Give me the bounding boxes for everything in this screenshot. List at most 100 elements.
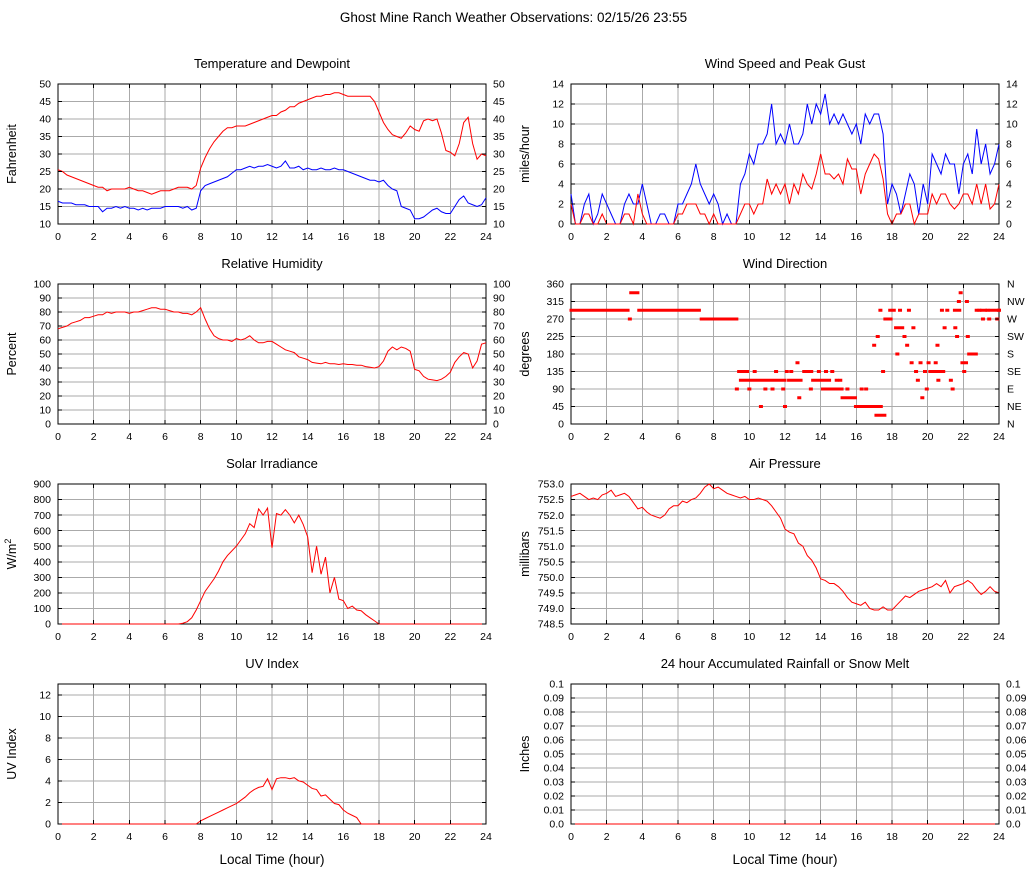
svg-text:18: 18 — [886, 831, 898, 843]
svg-text:14: 14 — [552, 79, 564, 91]
svg-text:80: 80 — [493, 307, 505, 319]
svg-text:40: 40 — [39, 363, 51, 375]
svg-text:20: 20 — [493, 184, 505, 196]
svg-text:Solar Irradiance: Solar Irradiance — [226, 456, 318, 471]
svg-text:16: 16 — [850, 231, 862, 243]
svg-text:4: 4 — [1006, 179, 1012, 191]
svg-text:0.1: 0.1 — [1006, 679, 1021, 691]
svg-text:10: 10 — [39, 219, 51, 231]
svg-text:2: 2 — [91, 431, 97, 443]
svg-text:2: 2 — [604, 631, 610, 643]
svg-text:700: 700 — [33, 510, 51, 522]
svg-text:2: 2 — [91, 231, 97, 243]
chart-temperature-dewpoint: Temperature and Dewpoint 10 10 15 15 20 20 25 25… — [0, 44, 513, 244]
svg-text:20: 20 — [409, 831, 421, 843]
svg-text:24 hour Accumulated Rainfall o: 24 hour Accumulated Rainfall or Snow Mel… — [661, 656, 910, 671]
svg-text:20: 20 — [409, 431, 421, 443]
svg-text:45: 45 — [493, 96, 505, 108]
svg-text:20: 20 — [39, 391, 51, 403]
svg-text:12: 12 — [39, 689, 51, 701]
svg-text:0: 0 — [558, 219, 564, 231]
svg-text:2: 2 — [1006, 199, 1012, 211]
svg-text:400: 400 — [33, 556, 51, 568]
svg-text:24: 24 — [480, 431, 492, 443]
svg-text:10: 10 — [493, 219, 505, 231]
svg-text:8: 8 — [711, 231, 717, 243]
svg-text:10: 10 — [230, 631, 242, 643]
svg-text:35: 35 — [39, 131, 51, 143]
svg-text:10: 10 — [552, 119, 564, 131]
svg-text:0.02: 0.02 — [1006, 791, 1027, 803]
svg-text:40: 40 — [493, 114, 505, 126]
svg-text:16: 16 — [337, 831, 349, 843]
svg-text:40: 40 — [493, 363, 505, 375]
svg-text:6: 6 — [675, 231, 681, 243]
svg-text:0.03: 0.03 — [1006, 777, 1027, 789]
svg-text:8: 8 — [711, 431, 717, 443]
svg-text:0.02: 0.02 — [544, 791, 565, 803]
svg-text:315: 315 — [546, 296, 564, 308]
svg-text:8: 8 — [45, 733, 51, 745]
svg-text:6: 6 — [162, 831, 168, 843]
chart-air-pressure: Air Pressure 748.5 749.0 749.5 750.0 750.5 751… — [513, 444, 1027, 644]
page-title: Ghost Mine Ranch Weather Observations: 0… — [339, 10, 688, 25]
svg-text:Temperature and Dewpoint: Temperature and Dewpoint — [194, 56, 350, 71]
svg-text:200: 200 — [33, 588, 51, 600]
svg-text:0.08: 0.08 — [544, 707, 565, 719]
svg-text:0.01: 0.01 — [544, 805, 565, 817]
svg-text:0.07: 0.07 — [1006, 721, 1027, 733]
svg-text:100: 100 — [493, 279, 511, 291]
svg-text:12: 12 — [779, 631, 791, 643]
svg-text:Wind Speed and Peak Gust: Wind Speed and Peak Gust — [705, 56, 866, 71]
svg-text:4: 4 — [126, 831, 132, 843]
svg-text:4: 4 — [126, 431, 132, 443]
svg-text:0: 0 — [493, 419, 499, 431]
svg-text:4: 4 — [126, 631, 132, 643]
chart-solar-irradiance: Solar Irradiance 0 100 200 300 400 500 600 700 80… — [0, 444, 513, 644]
svg-text:24: 24 — [993, 831, 1005, 843]
svg-text:22: 22 — [444, 631, 456, 643]
svg-text:0.03: 0.03 — [544, 777, 565, 789]
svg-text:300: 300 — [33, 572, 51, 584]
svg-text:30: 30 — [39, 149, 51, 161]
svg-text:135: 135 — [546, 366, 564, 378]
svg-text:0.05: 0.05 — [1006, 749, 1027, 761]
svg-text:4: 4 — [45, 776, 51, 788]
svg-text:0: 0 — [568, 431, 574, 443]
svg-text:24: 24 — [480, 831, 492, 843]
svg-text:18: 18 — [886, 631, 898, 643]
svg-text:8: 8 — [198, 231, 204, 243]
svg-text:10: 10 — [743, 231, 755, 243]
svg-text:45: 45 — [552, 401, 564, 413]
svg-text:50: 50 — [39, 79, 51, 91]
svg-text:millibars: millibars — [518, 531, 532, 577]
svg-text:6: 6 — [162, 431, 168, 443]
svg-text:10: 10 — [39, 405, 51, 417]
svg-text:0: 0 — [568, 631, 574, 643]
svg-text:0: 0 — [55, 431, 61, 443]
svg-text:10: 10 — [493, 405, 505, 417]
svg-text:24: 24 — [993, 231, 1005, 243]
svg-text:8: 8 — [198, 831, 204, 843]
svg-text:22: 22 — [957, 431, 969, 443]
svg-text:14: 14 — [1006, 79, 1018, 91]
svg-text:14: 14 — [815, 631, 827, 643]
svg-text:90: 90 — [552, 384, 564, 396]
svg-text:12: 12 — [266, 831, 278, 843]
chart-wind-speed-gust: Wind Speed and Peak Gust 0 0 2 2 4 4 6 6 8 8 10 10 12… — [513, 44, 1027, 244]
svg-text:900: 900 — [33, 479, 51, 491]
svg-text:14: 14 — [302, 631, 314, 643]
svg-text:6: 6 — [162, 631, 168, 643]
svg-text:Relative Humidity: Relative Humidity — [221, 256, 323, 271]
svg-text:0: 0 — [55, 231, 61, 243]
svg-text:8: 8 — [558, 139, 564, 151]
svg-text:NW: NW — [1007, 296, 1025, 308]
svg-text:18: 18 — [373, 831, 385, 843]
svg-text:12: 12 — [552, 99, 564, 111]
svg-text:10: 10 — [1006, 119, 1018, 131]
svg-text:4: 4 — [639, 231, 645, 243]
svg-text:0.04: 0.04 — [544, 763, 565, 775]
svg-text:0.06: 0.06 — [544, 735, 565, 747]
